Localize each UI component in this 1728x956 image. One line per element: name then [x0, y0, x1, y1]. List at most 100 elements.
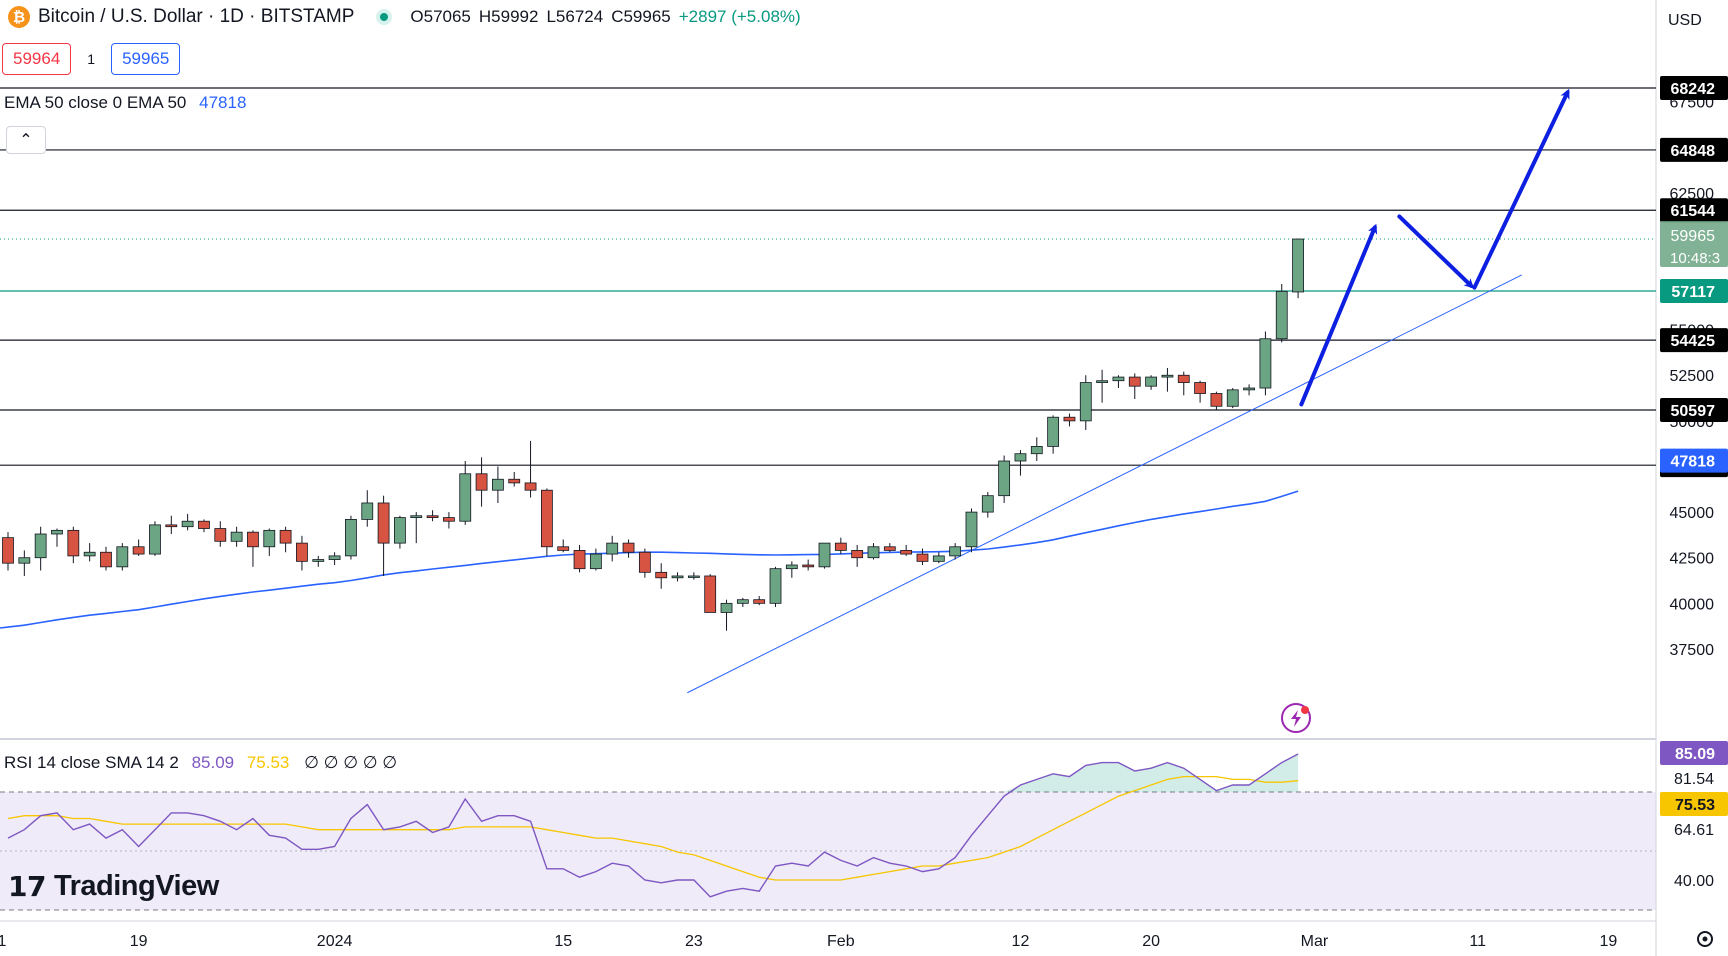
candle-body	[51, 529, 63, 535]
candle	[606, 535, 619, 562]
candle-body	[769, 568, 782, 604]
chart-header: ₿ Bitcoin / U.S. Dollar · 1D · BITSTAMP …	[8, 6, 801, 28]
buy-button[interactable]: 59965	[111, 43, 181, 75]
tradingview-wordmark: TradingView	[53, 870, 219, 902]
price-tick-label: 40000	[1670, 596, 1715, 613]
candle-body	[720, 602, 733, 613]
candle	[1145, 375, 1157, 390]
level-tag-57117-bg	[1660, 279, 1728, 303]
candle	[1128, 373, 1141, 399]
candle-body	[638, 551, 651, 573]
candle-body	[34, 533, 47, 559]
ohlc-close: C59965	[611, 7, 671, 26]
candle-body	[687, 575, 700, 578]
chevron-up-icon: ⌃	[19, 132, 33, 149]
horizontal-levels-layer	[0, 0, 1657, 956]
projection-arrows-layer	[1281, 88, 1570, 733]
candle	[116, 543, 129, 571]
candle	[263, 528, 276, 556]
candle	[459, 461, 472, 525]
candle-body	[524, 482, 537, 491]
candle	[132, 539, 145, 556]
ema-legend-value: 47818	[199, 93, 247, 112]
candle	[18, 550, 31, 576]
candle	[508, 471, 521, 487]
candle	[1096, 369, 1109, 403]
price-tick-label: 37500	[1670, 642, 1715, 659]
candle	[573, 544, 586, 573]
bar-countdown: 10:48:3	[1670, 250, 1720, 267]
time-tick-label: 2024	[317, 933, 353, 950]
candle-body	[1063, 416, 1076, 422]
ema-legend[interactable]: EMA 50 close 0 EMA 50 47818	[4, 93, 246, 113]
candle	[638, 548, 651, 578]
candle-body	[426, 515, 439, 518]
candle-body	[459, 473, 472, 522]
candle	[622, 539, 635, 558]
symbol-title[interactable]: Bitcoin / U.S. Dollar · 1D · BITSTAMP	[38, 6, 355, 27]
candle-body	[1079, 382, 1092, 422]
candle	[1161, 367, 1174, 392]
candle-body	[1030, 446, 1043, 455]
rsi-legend[interactable]: RSI 14 close SMA 14 2 85.09 75.53 ∅ ∅ ∅ …	[4, 753, 397, 773]
rsi-legend-label: RSI 14 close SMA 14 2	[4, 753, 179, 772]
candle	[1014, 450, 1027, 476]
candle	[557, 539, 570, 553]
rsi-legend-value: 85.09	[191, 753, 235, 772]
candle-body	[328, 555, 341, 560]
candle-body	[785, 564, 798, 570]
time-tick-label: Mar	[1301, 933, 1329, 950]
lightning-icon	[1281, 703, 1311, 733]
candle-body	[1096, 380, 1109, 383]
candle	[2, 532, 14, 571]
candle	[753, 596, 766, 606]
candle	[83, 543, 96, 562]
candle	[785, 561, 798, 578]
candle-body	[165, 524, 178, 528]
ohlc-open: O57065	[410, 7, 471, 26]
candle	[394, 515, 406, 549]
level-tag-61544-bg	[1660, 198, 1728, 223]
sell-button[interactable]: 59964	[2, 43, 72, 75]
time-tick-label: 19	[130, 933, 148, 950]
bid-ask-panel: 59964 1 59965	[2, 43, 181, 75]
candle-body	[181, 520, 194, 528]
notification-dot	[1301, 706, 1309, 714]
candle	[198, 519, 210, 533]
candle-body	[345, 519, 357, 557]
rsi-value-tag: 85.09	[1675, 746, 1715, 763]
candle	[1210, 391, 1223, 410]
rsi-line	[7, 753, 1299, 898]
candle-body	[410, 515, 423, 518]
time-tick-label: 23	[685, 933, 703, 950]
level-tag-68242-bg	[1660, 76, 1728, 100]
rsi-legend-na-values: ∅ ∅ ∅ ∅ ∅	[304, 753, 398, 772]
candle-body	[394, 517, 406, 544]
candle-body	[83, 551, 96, 557]
time-tick-label: 20	[1142, 933, 1160, 950]
candle-body	[1047, 416, 1060, 447]
candle-body	[214, 528, 227, 542]
candle	[704, 574, 717, 613]
candle-body	[443, 517, 455, 522]
candle	[67, 526, 80, 564]
candle	[720, 599, 733, 631]
candle-body	[998, 460, 1011, 497]
candle-body	[1194, 382, 1206, 394]
candle	[687, 572, 700, 580]
candle	[1275, 284, 1288, 343]
candle-body	[916, 553, 929, 562]
candle	[932, 552, 945, 564]
collapse-legend-button[interactable]: ⌃	[6, 126, 46, 154]
time-tick-label: 11	[1469, 933, 1486, 950]
rsi-sma-legend-value: 75.53	[246, 753, 290, 772]
candle	[1259, 331, 1272, 396]
ema-legend-label: EMA 50 close 0 EMA 50	[4, 93, 187, 112]
rsi-layer	[7, 753, 1299, 898]
tradingview-logo[interactable]: 𝟭𝟳 TradingView	[8, 870, 219, 903]
projection-arrow-1	[1299, 223, 1378, 407]
candle-body	[802, 564, 815, 568]
candle-body	[475, 473, 488, 491]
candle	[998, 455, 1011, 503]
